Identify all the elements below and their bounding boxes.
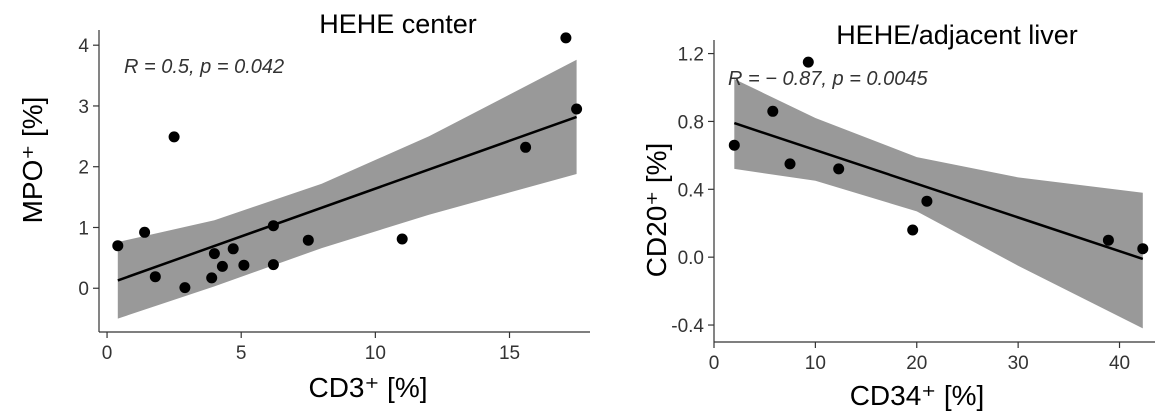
left-y-tick-label: 0 [78, 279, 89, 300]
left-confidence-band [117, 59, 577, 319]
left-x-ticks: 0 5 10 15 [102, 332, 520, 364]
right-data-point [1137, 243, 1149, 255]
right-y-tick-label: 0.4 [678, 180, 705, 201]
right-data-point [921, 195, 933, 207]
left-x-tick-label: 5 [236, 343, 247, 364]
right-y-tick-label: 0.8 [678, 112, 704, 133]
left-regression-line [117, 115, 578, 282]
right-data-point [833, 163, 845, 175]
left-chart-title: HEHE center [319, 9, 477, 39]
right-data-point [907, 224, 919, 236]
left-x-tick-label: 15 [499, 343, 520, 364]
left-y-tick-label: 4 [78, 36, 89, 57]
right-confidence-band [734, 79, 1143, 329]
left-data-point [168, 131, 180, 143]
right-data-point [784, 158, 796, 170]
right-data-point [767, 105, 779, 117]
left-data-point [238, 259, 250, 271]
right-x-axis-title: CD34⁺ [%] [850, 380, 985, 411]
left-x-tick-label: 0 [102, 343, 113, 364]
right-y-tick-label: -0.4 [671, 316, 704, 337]
right-y-ticks: -0.4 0.0 0.4 0.8 1.2 [671, 45, 714, 337]
left-x-tick-label: 10 [365, 343, 386, 364]
right-x-tick-label: 40 [1109, 353, 1130, 374]
left-data-point [208, 248, 220, 260]
left-data-point [571, 103, 583, 115]
left-y-axis-title: MPO⁺ [%] [17, 97, 48, 224]
right-y-axis-title: CD20⁺ [%] [641, 143, 672, 278]
left-y-tick-label: 2 [78, 158, 89, 179]
left-y-tick-label: 1 [78, 218, 89, 239]
right-chart-title: HEHE/adjacent liver [836, 20, 1078, 50]
left-data-point [227, 243, 239, 255]
left-data-point [396, 233, 408, 245]
left-y-tick-label: 3 [78, 97, 89, 118]
right-x-tick-label: 20 [906, 353, 927, 374]
left-data-point [267, 220, 279, 232]
right-data-point [728, 139, 740, 151]
left-points [112, 32, 583, 294]
left-data-point [302, 234, 314, 246]
right-y-tick-label: 1.2 [678, 45, 704, 66]
right-x-tick-label: 10 [805, 353, 826, 374]
right-data-point [1102, 234, 1114, 246]
left-data-point [520, 141, 532, 153]
right-x-ticks: 0 10 20 30 40 [709, 342, 1130, 374]
right-x-tick-label: 0 [709, 353, 720, 374]
left-data-point [139, 226, 151, 238]
left-data-point [216, 260, 228, 272]
right-data-point [802, 56, 814, 68]
left-data-point [267, 259, 279, 271]
left-stat-annotation: R = 0.5, p = 0.042 [124, 56, 284, 78]
right-regression-line [733, 121, 1144, 261]
left-y-ticks: 0 1 2 3 4 [78, 36, 99, 300]
left-data-point [206, 272, 218, 284]
right-x-tick-label: 30 [1008, 353, 1029, 374]
right-panel: HEHE/adjacent liver 0 10 20 30 40 -0.4 0.0 0.4… [641, 20, 1155, 411]
right-points [728, 56, 1149, 255]
left-panel: HEHE center 0 5 10 15 0 1 2 3 4 R = 0.5, p = 0.… [17, 9, 590, 403]
left-data-point [149, 271, 161, 283]
left-data-point [179, 282, 191, 294]
right-y-tick-label: 0.0 [678, 248, 704, 269]
left-x-axis-title: CD3⁺ [%] [308, 372, 427, 403]
left-data-point [560, 32, 572, 44]
right-stat-annotation: R = − 0.87, p = 0.0045 [728, 68, 928, 90]
left-data-point [112, 240, 124, 252]
